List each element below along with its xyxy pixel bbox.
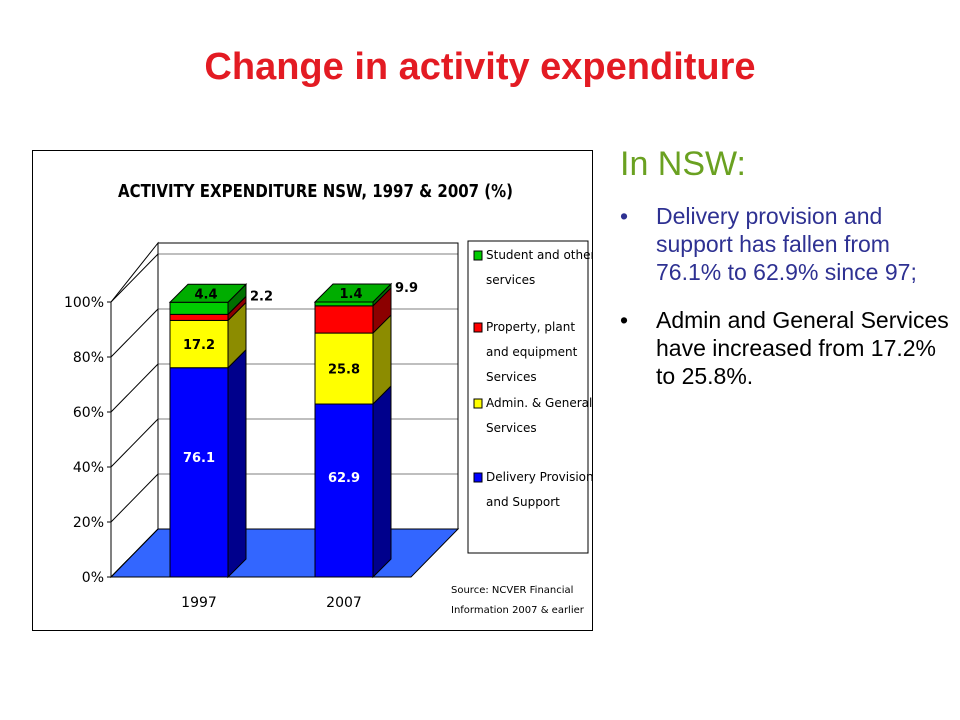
data-label: 9.9 xyxy=(395,281,418,296)
bullet-list: • Delivery provision and support has fal… xyxy=(620,202,950,390)
data-label: 17.2 xyxy=(183,338,215,353)
stacked-bar-chart: ACTIVITY EXPENDITURE NSW, 1997 & 2007 (%… xyxy=(64,181,592,616)
y-tick-label: 100% xyxy=(64,295,104,311)
chart-floor xyxy=(109,528,460,578)
legend-label: and Support xyxy=(486,495,560,509)
bar-segment-side xyxy=(227,348,247,579)
legend-swatch xyxy=(473,398,483,409)
side-wall xyxy=(110,241,159,579)
legend-label: services xyxy=(486,273,535,287)
bar-segment-top xyxy=(313,283,393,303)
legend-box xyxy=(467,240,589,554)
legend-label: Admin. & General xyxy=(486,396,592,410)
slide-title: Change in activity expenditure xyxy=(204,46,756,88)
legend-swatch xyxy=(473,472,483,483)
data-label: 1.4 xyxy=(339,287,362,302)
bar-segment-top xyxy=(168,283,248,303)
gridline xyxy=(110,473,159,523)
bullet-item: • Admin and General Services have increa… xyxy=(620,306,950,390)
legend-label: and equipment xyxy=(486,345,578,359)
side-heading: In NSW: xyxy=(620,145,746,183)
bar-segment xyxy=(169,367,229,578)
bar-segment xyxy=(314,403,374,578)
x-tick-label: 2007 xyxy=(326,595,362,611)
bar-segment-side xyxy=(372,384,392,579)
gridline xyxy=(110,363,159,413)
y-tick-label: 40% xyxy=(73,460,104,476)
bullet-item: • Delivery provision and support has fal… xyxy=(620,202,950,286)
bullet-text: Delivery provision and support has falle… xyxy=(656,203,917,285)
legend-label: Property, plant xyxy=(486,320,575,334)
data-label: 4.4 xyxy=(194,287,217,302)
bar-segment xyxy=(169,313,229,321)
bullet-dot: • xyxy=(620,203,629,229)
data-label: 25.8 xyxy=(328,363,360,378)
bar-segment xyxy=(169,301,229,315)
legend-label: Services xyxy=(486,370,537,384)
gridline xyxy=(110,308,159,358)
chart-title: ACTIVITY EXPENDITURE NSW, 1997 & 2007 (%… xyxy=(118,181,513,202)
x-tick-label: 1997 xyxy=(181,595,217,611)
bullet-text: Admin and General Services have increase… xyxy=(656,307,949,389)
data-label: 2.2 xyxy=(250,289,273,304)
source-note: Source: NCVER Financial xyxy=(451,585,573,596)
bar-segment xyxy=(314,305,374,334)
gridline xyxy=(110,528,159,578)
bar-segment xyxy=(314,301,374,307)
y-tick-label: 60% xyxy=(73,405,104,421)
legend-label: Services xyxy=(486,421,537,435)
legend-label: Student and other xyxy=(486,248,592,262)
gridline xyxy=(110,253,159,303)
side-panel: In NSW: • Delivery provision and support… xyxy=(620,145,950,410)
y-tick-label: 0% xyxy=(82,570,104,586)
gridline xyxy=(110,418,159,468)
y-tick-label: 20% xyxy=(73,515,104,531)
y-tick-label: 80% xyxy=(73,350,104,366)
legend-swatch xyxy=(473,250,483,261)
data-label: 76.1 xyxy=(183,451,215,466)
bullet-dot: • xyxy=(620,307,629,333)
legend-swatch xyxy=(473,322,483,333)
data-label: 62.9 xyxy=(328,471,360,486)
chart-frame: ACTIVITY EXPENDITURE NSW, 1997 & 2007 (%… xyxy=(32,150,593,631)
legend-label: Delivery Provision xyxy=(486,470,592,484)
source-note: Information 2007 & earlier xyxy=(451,605,585,616)
